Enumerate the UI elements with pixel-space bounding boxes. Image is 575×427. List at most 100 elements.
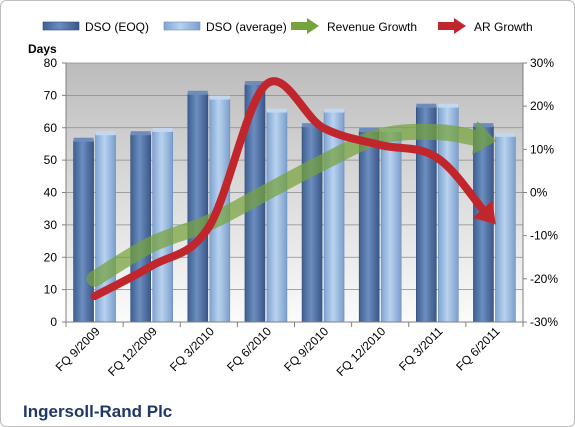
legend-item-dso-average: DSO (average)	[163, 20, 287, 34]
line-ar-growth	[90, 77, 496, 301]
line-point	[265, 84, 267, 86]
x-tick-label: FQ 6/2011	[453, 324, 503, 374]
bar-top	[73, 137, 94, 142]
bar-dso-eoq	[358, 127, 380, 323]
y-right-tick-label: -10%	[530, 229, 558, 243]
bar-top	[438, 103, 459, 108]
legend-label-ar-growth: AR Growth	[474, 20, 533, 34]
y-right-tick-label: 0%	[530, 186, 548, 200]
bar-top	[359, 127, 380, 132]
bar-body	[152, 130, 173, 323]
y-left-tick-label: 70	[44, 88, 58, 102]
bar-dso-eoq	[73, 137, 94, 323]
x-tick-label: FQ 3/2011	[396, 324, 446, 374]
bar-body	[495, 135, 516, 323]
bar-body	[358, 130, 380, 323]
bar-body	[266, 111, 288, 323]
bar-top	[302, 123, 323, 128]
arrowhead-icon	[472, 200, 496, 225]
y-left-tick-label: 10	[44, 283, 58, 297]
y-right-tick-label: -30%	[530, 315, 558, 329]
bar-body	[130, 133, 151, 323]
y-right-ticks: -30% -20% -10% 0% 10% 20% 30%	[523, 56, 558, 329]
legend: DSO (EOQ) DSO (average) Revenue Growth A…	[42, 18, 533, 34]
bar-top	[473, 123, 494, 128]
bar-dso-eoq	[301, 123, 323, 323]
line-point	[493, 222, 495, 224]
y-right-tick-label: 30%	[530, 56, 554, 70]
line-point	[94, 278, 96, 280]
line-point	[436, 131, 438, 133]
bar-top	[187, 90, 208, 95]
x-tick-label: FQ 12/2009	[105, 324, 160, 379]
bar-dso-average	[323, 108, 345, 323]
bar-top	[324, 108, 345, 113]
legend-label-revenue-growth: Revenue Growth	[327, 20, 417, 34]
bar-top	[266, 108, 287, 113]
bar-top	[416, 103, 437, 108]
bar-dso-average	[266, 108, 288, 323]
bar-top	[152, 127, 173, 132]
line-point	[151, 243, 153, 245]
bar-top	[95, 131, 116, 136]
y-left-tick-label: 60	[44, 121, 58, 135]
legend-arrow-revenue-growth-icon	[291, 18, 319, 34]
line-point	[436, 157, 438, 159]
company-name: Ingersoll-Rand Plc	[23, 402, 172, 421]
bar-dso-average	[495, 132, 516, 323]
legend-swatch-dso-eoq	[42, 21, 80, 31]
bar-dso-average	[380, 127, 402, 323]
bar-top	[130, 131, 151, 136]
bar-top	[244, 81, 265, 86]
bar-body	[323, 111, 345, 323]
legend-swatch-dso-average	[163, 21, 201, 31]
x-tick-label: FQ 9/2010	[281, 324, 331, 374]
y-left-tick-label: 80	[44, 56, 58, 70]
line-point	[151, 265, 153, 267]
bar-dso-eoq	[130, 131, 151, 323]
legend-label-dso-eoq: DSO (EOQ)	[85, 20, 149, 34]
x-tick-label: FQ 9/2009	[53, 324, 103, 374]
line-point	[94, 295, 96, 297]
arrowhead-icon	[472, 120, 497, 155]
bar-top	[209, 95, 230, 100]
x-tick-label: FQ 12/2010	[334, 324, 389, 379]
bar-body	[380, 130, 402, 323]
line-path	[86, 123, 483, 287]
line-point	[208, 226, 210, 228]
line-point	[322, 161, 324, 163]
legend-item-dso-eoq: DSO (EOQ)	[42, 20, 149, 34]
line-point	[379, 144, 381, 146]
bar-top	[495, 132, 516, 137]
y-right-tick-label: 20%	[530, 99, 554, 113]
x-tick-label: FQ 6/2010	[224, 324, 274, 374]
y-left-ticks: 0 10 20 30 40 50 60 70 80	[44, 56, 66, 329]
legend-label-dso-average: DSO (average)	[206, 20, 287, 34]
bar-body	[473, 125, 494, 323]
y-left-tick-label: 20	[44, 250, 58, 264]
y-right-tick-label: 10%	[530, 142, 554, 156]
line-point	[379, 135, 381, 137]
line-path	[90, 77, 487, 301]
legend-item-ar-growth: AR Growth	[438, 18, 533, 34]
line-point	[493, 140, 495, 142]
bar-dso-eoq	[187, 90, 209, 323]
growth-lines	[86, 77, 497, 301]
y-left-axis-title: Days	[28, 42, 57, 56]
x-ticks: FQ 9/2009 FQ 12/2009 FQ 3/2010 FQ 6/2010 FQ …	[53, 322, 524, 379]
y-left-tick-label: 40	[44, 186, 58, 200]
legend-arrow-ar-growth-icon	[438, 18, 466, 34]
y-left-tick-label: 0	[50, 315, 57, 329]
y-right-tick-label: -20%	[530, 272, 558, 286]
legend-item-revenue-growth: Revenue Growth	[291, 18, 417, 34]
bar-body	[187, 93, 209, 323]
bar-dso-average	[152, 127, 173, 323]
y-left-tick-label: 30	[44, 218, 58, 232]
bar-body	[73, 140, 94, 323]
x-tick-label: FQ 3/2010	[167, 324, 217, 374]
line-point	[265, 192, 267, 193]
line-point	[322, 127, 324, 129]
y-left-tick-label: 50	[44, 153, 58, 167]
